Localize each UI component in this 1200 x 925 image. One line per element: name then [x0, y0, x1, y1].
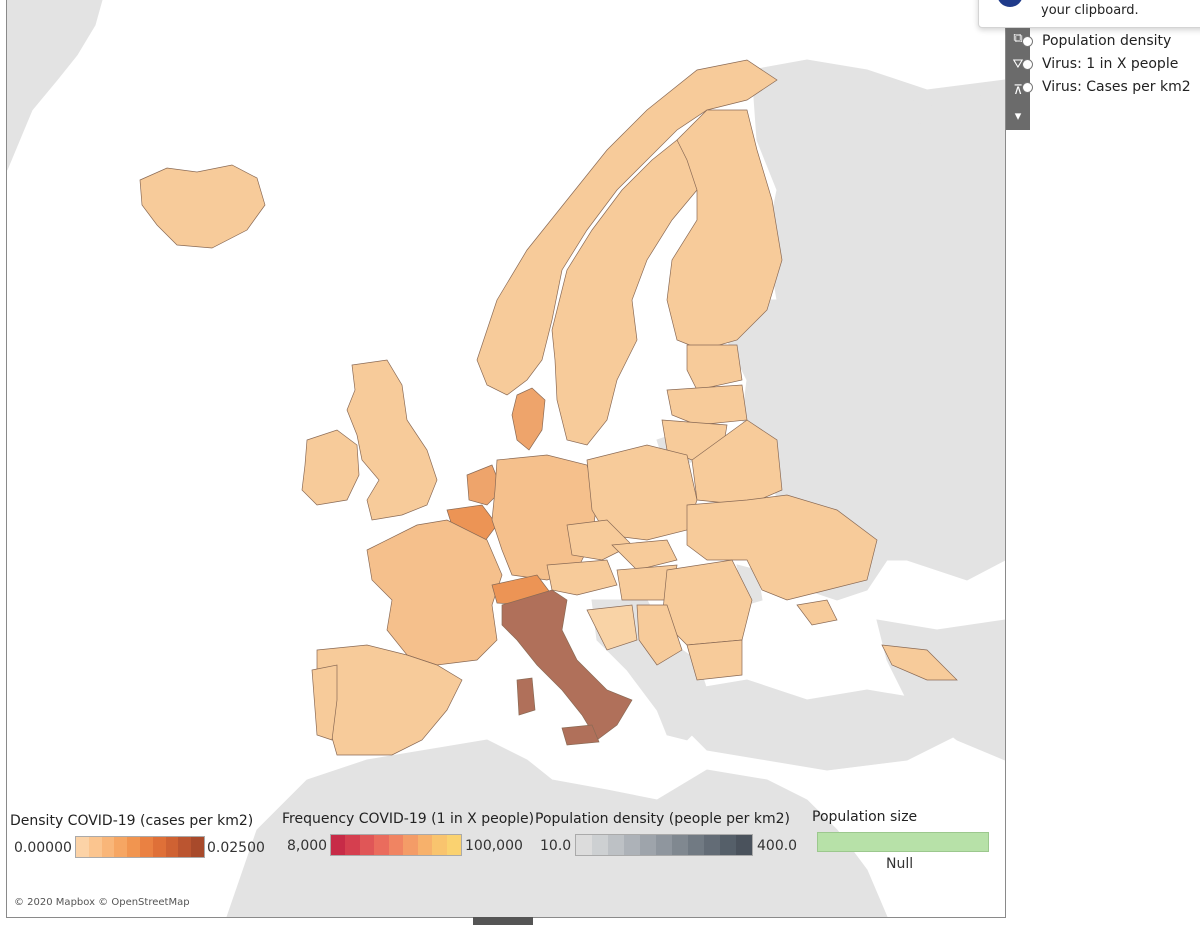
country-greece[interactable]: [646, 689, 708, 741]
legend-swatch: [114, 837, 128, 857]
legend-swatch: [446, 835, 461, 855]
layer-virus-cases-per-km2[interactable]: Virus: Cases per km2: [1022, 76, 1191, 99]
external-link-icon[interactable]: ⧉: [1013, 31, 1023, 46]
legend-popdensity-min: 10.0: [540, 838, 572, 854]
country-portugal[interactable]: [311, 664, 338, 741]
legend-swatch: [152, 837, 166, 857]
country-bulgaria[interactable]: [686, 639, 743, 681]
legend-popdensity-title: Population density (people per km2): [535, 811, 790, 827]
land-svalbard: [906, 99, 933, 126]
legend-swatch: [592, 835, 608, 855]
country-italy[interactable]: [501, 589, 633, 741]
filter-icon[interactable]: ⛛: [1012, 57, 1024, 72]
legend-popdensity-max: 400.0: [757, 838, 798, 854]
legend-frequency-min: 8,000: [287, 838, 328, 854]
country-austria[interactable]: [546, 559, 618, 596]
land-greenland: [7, 0, 103, 171]
legend-swatch: [101, 837, 115, 857]
layer-virus-1-in-x[interactable]: Virus: 1 in X people: [1022, 53, 1191, 76]
map-canvas[interactable]: [6, 0, 1006, 918]
legend-swatch: [624, 835, 640, 855]
land-north-africa: [226, 739, 888, 917]
legend-swatch: [608, 835, 624, 855]
legend-swatch: [704, 835, 720, 855]
legend-swatch: [127, 837, 140, 857]
legend-density-min: 0.00000: [14, 840, 72, 856]
country-iceland[interactable]: [139, 164, 266, 249]
legend-swatch: [165, 837, 179, 857]
legend-swatch: [403, 835, 418, 855]
legend-frequency-ramp: [330, 834, 462, 856]
clipboard-tooltip: your clipboard.: [978, 0, 1200, 28]
legend-swatch: [576, 835, 592, 855]
legend-density-ramp: [75, 836, 205, 858]
info-icon: [997, 0, 1023, 7]
legend-swatch: [417, 835, 433, 855]
legend-swatch: [432, 835, 447, 855]
country-norway[interactable]: [476, 59, 778, 396]
country-latvia[interactable]: [666, 384, 748, 426]
country-ukraine[interactable]: [686, 494, 878, 601]
legend-swatch: [359, 835, 375, 855]
country-denmark[interactable]: [511, 387, 546, 451]
legend-swatch: [672, 835, 688, 855]
legend-swatch: [374, 835, 389, 855]
legend-popsize-null: Null: [886, 856, 914, 872]
legend-frequency-title: Frequency COVID-19 (1 in X people): [282, 811, 535, 827]
radio-icon[interactable]: [1022, 82, 1033, 93]
chevron-down-icon[interactable]: ▾: [1014, 109, 1022, 124]
legend-swatch: [139, 837, 153, 857]
legend-swatch: [88, 837, 102, 857]
legend-swatch: [656, 835, 672, 855]
country-georgia[interactable]: [881, 644, 958, 681]
countries: [139, 59, 958, 756]
radio-icon[interactable]: [1022, 59, 1033, 70]
radio-icon[interactable]: [1022, 36, 1033, 47]
legend-density-max: 0.02500: [207, 840, 265, 856]
pin-icon[interactable]: ⊼: [1013, 83, 1023, 98]
legend-frequency-max: 100,000: [465, 838, 523, 854]
map-resize-handle[interactable]: [473, 917, 533, 925]
legend-swatch: [331, 835, 346, 855]
legend-swatch: [345, 835, 360, 855]
country-france[interactable]: [366, 519, 503, 666]
background-land: [7, 0, 1005, 917]
legend-density-title: Density COVID-19 (cases per km2): [10, 813, 254, 829]
country-czechia[interactable]: [566, 519, 633, 561]
legend-swatch: [736, 835, 752, 855]
legend-swatch: [76, 837, 89, 857]
country-sicily[interactable]: [561, 724, 600, 746]
legend-swatch: [388, 835, 404, 855]
layer-selector: Population density Virus: 1 in X people …: [1022, 30, 1191, 99]
country-serbia[interactable]: [636, 604, 683, 666]
country-croatia[interactable]: [586, 604, 638, 651]
legend-swatch: [640, 835, 656, 855]
country-uk[interactable]: [346, 359, 438, 521]
country-ireland[interactable]: [301, 429, 360, 506]
country-sardinia[interactable]: [516, 677, 536, 716]
country-sweden[interactable]: [551, 139, 698, 446]
country-estonia[interactable]: [686, 344, 743, 391]
map-attribution: © 2020 Mapbox © OpenStreetMap: [14, 897, 190, 908]
land-islands-north: [946, 94, 993, 141]
legend-popdensity-ramp: [575, 834, 753, 856]
legend-swatch: [191, 837, 204, 857]
legend-popsize-title: Population size: [812, 809, 918, 825]
country-belarus[interactable]: [691, 419, 783, 506]
land-turkey: [676, 679, 968, 771]
legend-swatch: [720, 835, 736, 855]
layer-population-density[interactable]: Population density: [1022, 30, 1191, 53]
country-germany[interactable]: [491, 454, 598, 581]
legend-swatch: [178, 837, 192, 857]
legend-popsize-bar: [817, 832, 989, 852]
country-slovakia[interactable]: [611, 539, 678, 571]
legend-swatch: [688, 835, 704, 855]
tooltip-text: your clipboard.: [1041, 3, 1139, 18]
country-crimea[interactable]: [796, 599, 838, 626]
